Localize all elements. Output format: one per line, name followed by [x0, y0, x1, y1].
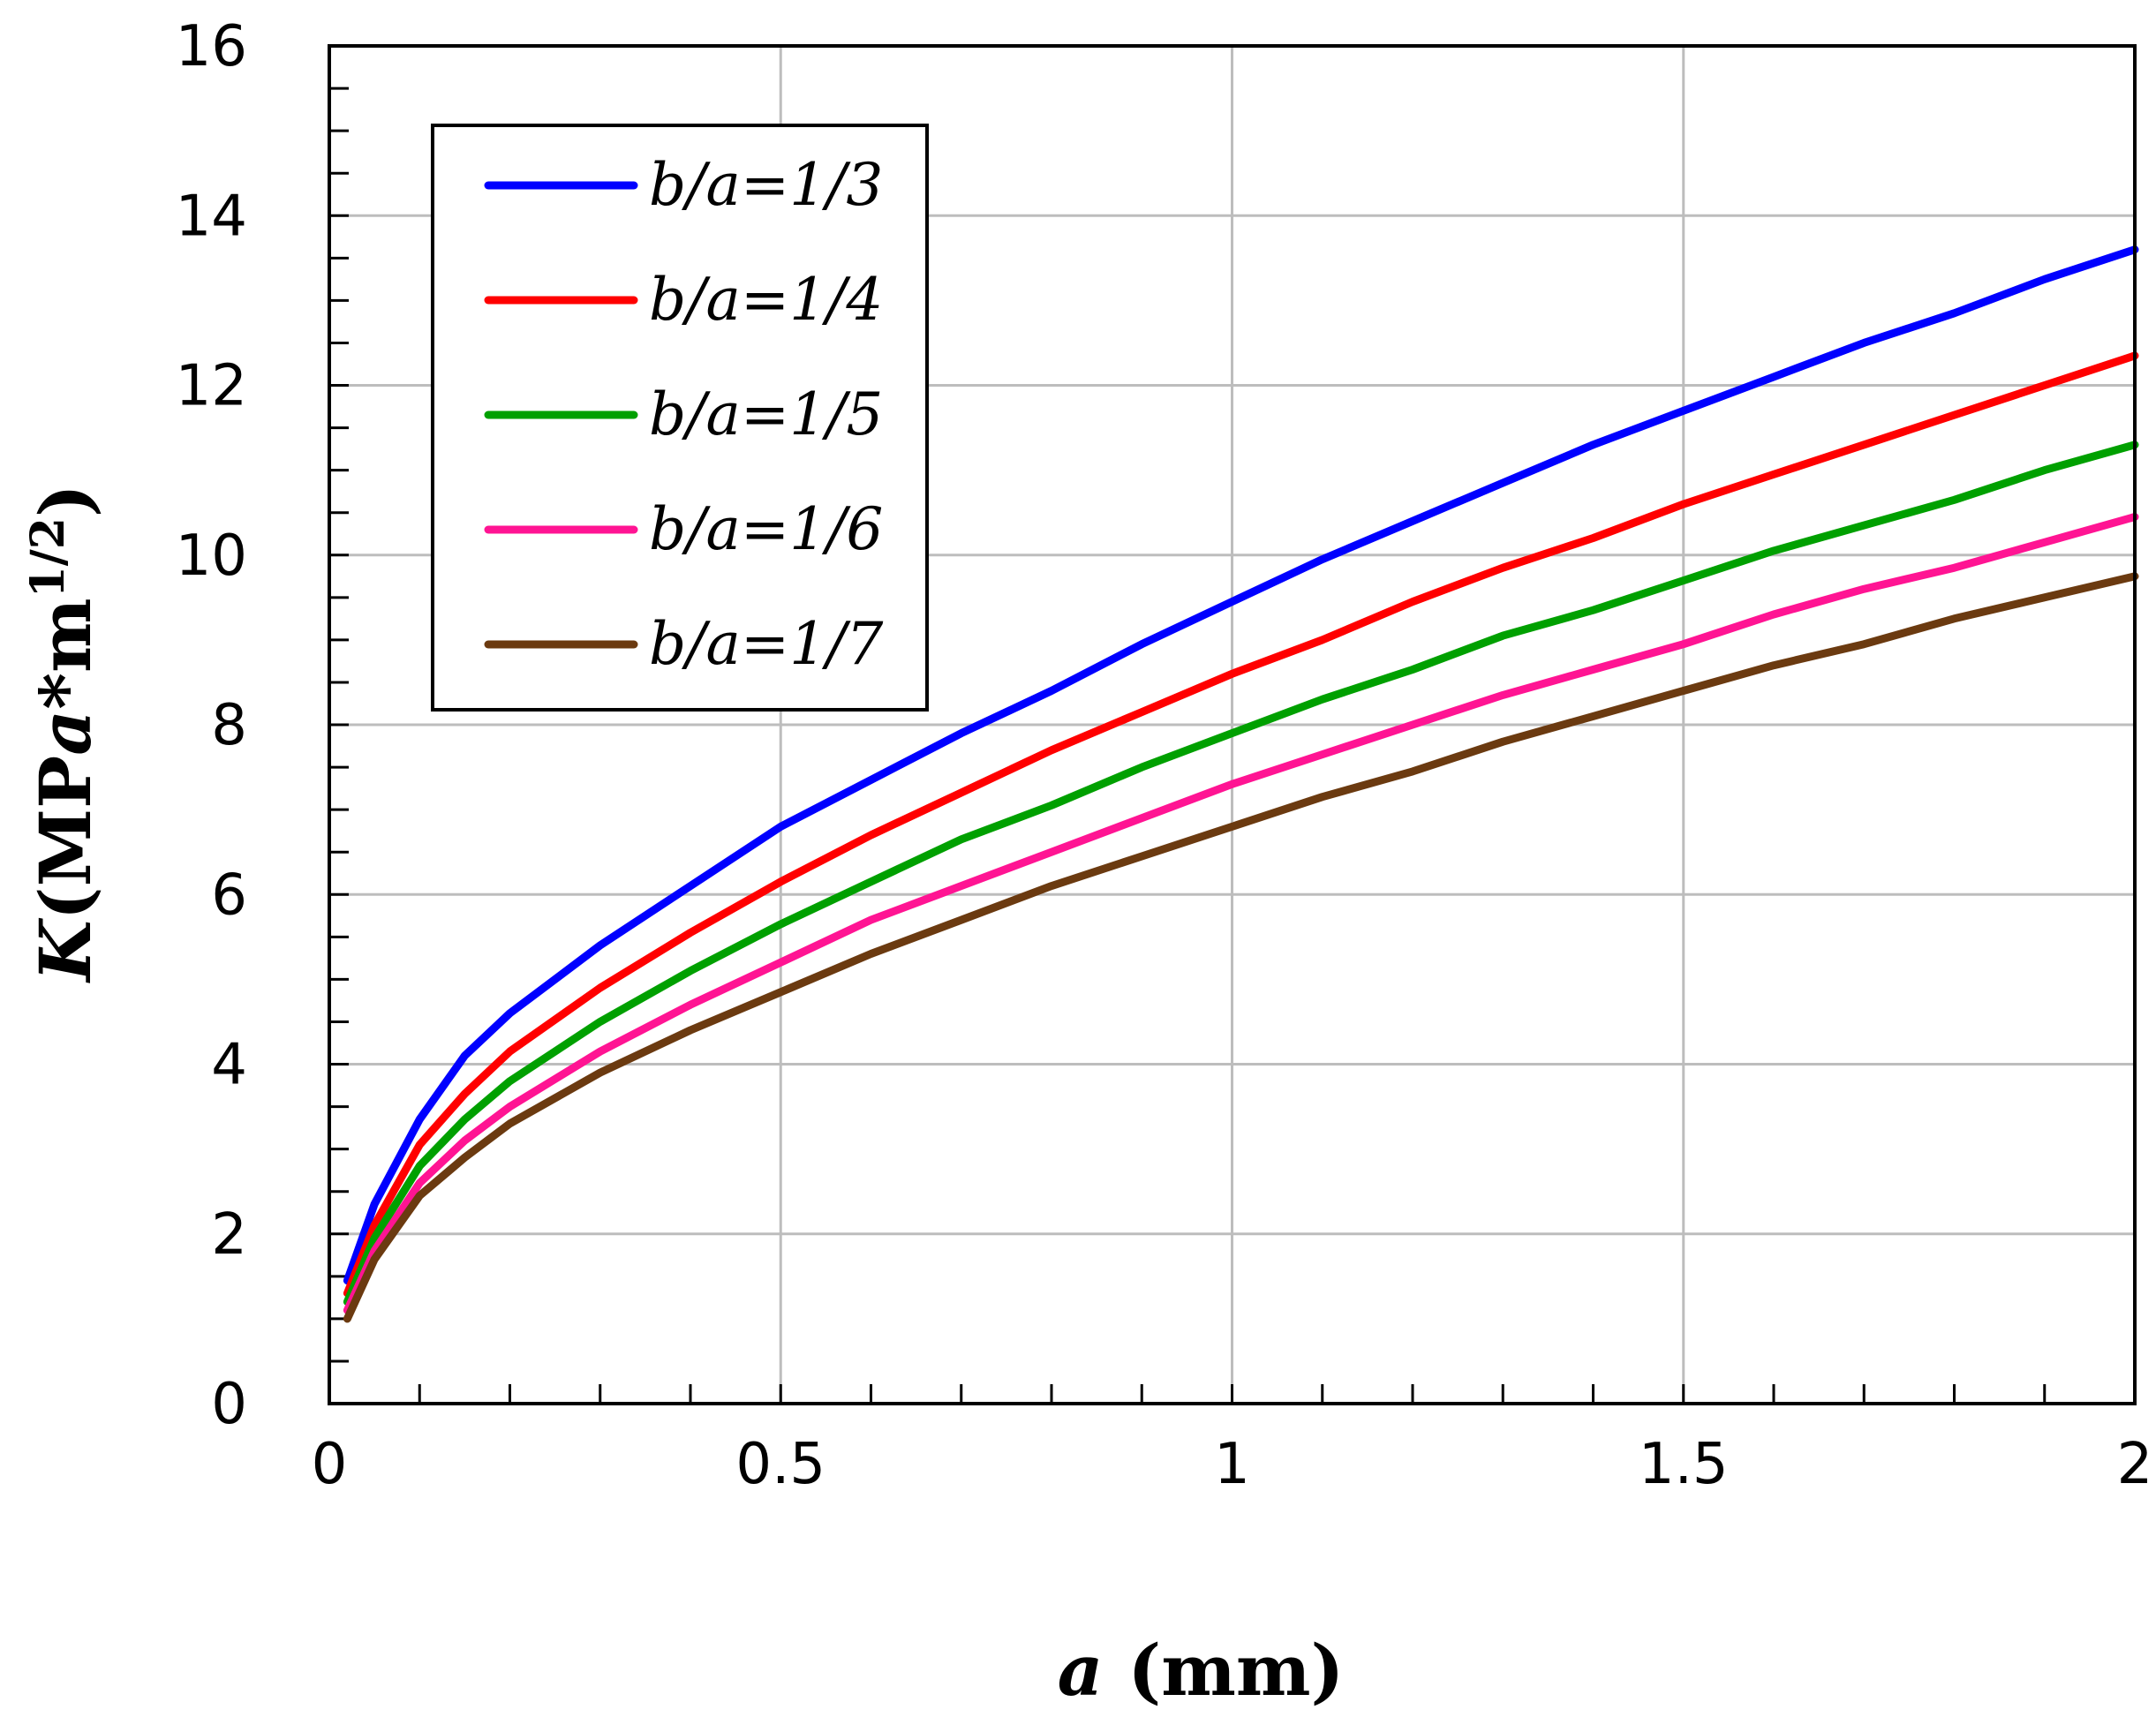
- y-tick-labels: 0 2 4 6 8 10 12 14 16: [176, 14, 247, 1437]
- legend-label: b/a=1/4: [649, 266, 883, 334]
- x-tick-label: 0: [312, 1432, 348, 1497]
- series-line-1: [343, 245, 2139, 1285]
- y-tick-label: 0: [211, 1372, 247, 1437]
- y-tick-label: 2: [211, 1202, 247, 1268]
- legend-items: b/a=1/3 b/a=1/4 b/a=1/5 b/a=1/6 b/a=1/7: [484, 151, 883, 678]
- x-axis-title-unit: (mm): [1103, 1629, 1344, 1712]
- legend: b/a=1/3 b/a=1/4 b/a=1/5 b/a=1/6 b/a=1/7: [431, 124, 929, 712]
- series-group: [343, 245, 2139, 1323]
- x-tick-label: 1.5: [1639, 1432, 1729, 1497]
- y-tick-label: 6: [211, 862, 247, 928]
- y-tick-label: 8: [211, 693, 247, 758]
- y-tick-label: 12: [176, 354, 247, 419]
- y-tick-label: 4: [211, 1033, 247, 1098]
- x-tick-label: 0.5: [735, 1432, 825, 1497]
- series-line-4: [343, 513, 2139, 1314]
- y-axis-title-mp: (MP: [24, 756, 107, 921]
- legend-label: b/a=1/7: [649, 610, 883, 678]
- x-axis-title: a (mm): [1058, 1629, 1345, 1712]
- y-axis-title-sup: 1/2: [21, 517, 75, 598]
- y-tick-label: 14: [176, 184, 247, 249]
- legend-label: b/a=1/3: [649, 151, 883, 219]
- x-tick-label: 1: [1214, 1432, 1250, 1497]
- series-line-5: [343, 572, 2139, 1323]
- y-axis-title-a: a: [24, 710, 107, 756]
- x-axis-title-var: a: [1058, 1629, 1104, 1712]
- y-axis-title-close: ): [24, 484, 107, 517]
- series-line-2: [343, 351, 2139, 1298]
- y-axis-title-m: *m: [24, 598, 107, 709]
- y-axis-title-k: K: [24, 917, 107, 983]
- y-tick-label: 10: [176, 523, 247, 589]
- y-axis-title: K(MPa*m1/2): [21, 484, 107, 983]
- y-tick-label: 16: [176, 14, 247, 79]
- legend-label: b/a=1/6: [649, 495, 883, 563]
- series-line-3: [343, 441, 2139, 1307]
- x-tick-label: 2: [2117, 1432, 2153, 1497]
- plot-frame: [328, 44, 2137, 1405]
- x-tick-labels: 0 0.5 1 1.5 2: [312, 1432, 2153, 1497]
- legend-label: b/a=1/5: [649, 380, 883, 448]
